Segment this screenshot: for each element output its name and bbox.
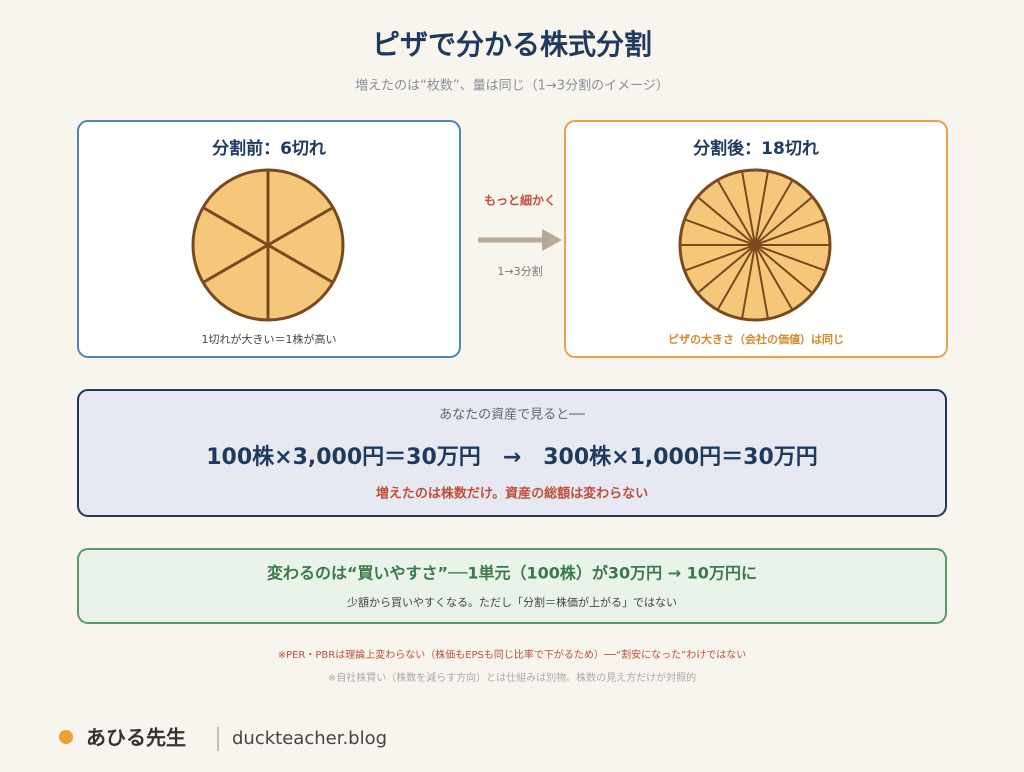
note: ※PER・PBRは理論上変わらない（株価もEPSも同じ比率で下がるため）──“割… xyxy=(278,648,747,661)
pizza-before xyxy=(191,168,345,322)
asset-lead: あなたの資産で見ると── xyxy=(439,407,585,423)
before-title: 分割前：6切れ xyxy=(212,138,326,159)
change-detail: 少額から買いやすくなる。ただし「分割＝株価が上がる」ではない xyxy=(347,595,677,609)
arrow xyxy=(478,229,562,251)
asset-formula: 100株×3,000円＝30万円 → 300株×1,000円＝30万円 xyxy=(206,445,818,470)
pizza-after xyxy=(678,168,832,322)
change-headline: 変わるのは“買いやすさ”──1単元（100株）が30万円 → 10万円に xyxy=(267,564,757,583)
change-panel xyxy=(77,548,947,624)
footer-dot xyxy=(59,730,73,744)
footer-author: あひる先生 xyxy=(86,726,186,750)
middle-ratio: 1→3分割 xyxy=(497,264,542,278)
asset-panel xyxy=(77,389,947,517)
asset-note: 増えたのは株数だけ。資産の総額は変わらない xyxy=(376,486,648,502)
note: ※自社株買い（株数を減らす方向）とは仕組みは別物。株数の見え方だけが対照的 xyxy=(328,671,696,684)
title: ピザで分かる株式分割 xyxy=(372,28,652,61)
subtitle: 増えたのは“枚数”、量は同じ（1→3分割のイメージ） xyxy=(355,78,669,94)
before-caption: 1切れが大きい＝1株が高い xyxy=(202,332,337,346)
middle-label: もっと細かく xyxy=(484,193,556,208)
after-title: 分割後：18切れ xyxy=(693,138,819,159)
footer-site: duckteacher.blog xyxy=(232,728,387,749)
after-caption: ピザの大きさ（会社の価値）は同じ xyxy=(668,332,844,346)
